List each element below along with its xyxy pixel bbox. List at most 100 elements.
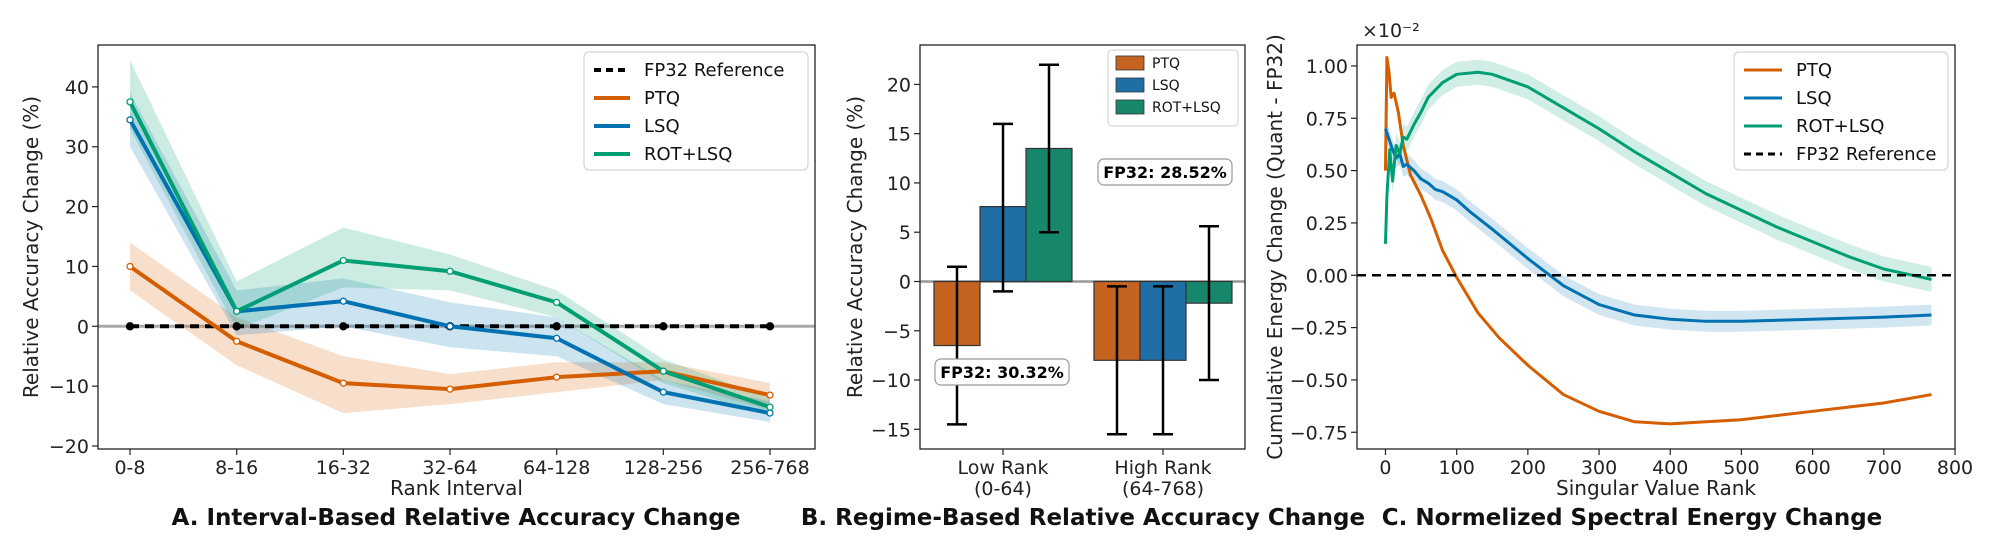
y-tick-label: 40 [65, 77, 89, 99]
y-tick-label: 20 [65, 197, 89, 219]
legend-label-ptq: PTQ [1152, 56, 1180, 72]
point-rot-lsq [446, 267, 454, 275]
y-tick-label: 0.75 [1306, 108, 1348, 130]
y-tick-label: −0.25 [1290, 318, 1348, 340]
y-tick-label: 30 [65, 137, 89, 159]
x-tick-label: 400 [1652, 457, 1688, 479]
point-lsq [659, 388, 667, 396]
panel-b: −15 −10 −5 0 5 10 15 20 Low Rank (0-64) High Rank(… [801, 44, 1365, 531]
y-tick-label: 0 [77, 316, 89, 338]
y-tick-label: 1.00 [1306, 56, 1348, 78]
legend-label-rot-lsq: ROT+LSQ [1796, 116, 1884, 137]
x-tick-label: 600 [1794, 457, 1830, 479]
y-tick-label: 15 [887, 124, 911, 146]
point-rot-lsq [339, 256, 347, 265]
point-ptq [766, 391, 774, 399]
point-ptq [553, 373, 561, 381]
x-tick-label: 500 [1723, 457, 1759, 479]
point-lsq [766, 409, 774, 417]
point-rot-lsq [659, 367, 667, 375]
y-tick-label: −15 [871, 419, 911, 441]
panel-title-c: C. Normelized Spectral Energy Change [1382, 505, 1883, 531]
x-tick-label: 16-32 [316, 457, 371, 479]
y-tick-label: 5 [899, 222, 911, 244]
point-rot-lsq [233, 307, 241, 315]
x-tick-label: 256-768 [730, 457, 809, 479]
y-tick-label: 10 [887, 173, 911, 195]
y-tick-label: −0.50 [1290, 370, 1348, 392]
x-tick-label: 0-8 [114, 457, 145, 479]
point-fp32-reference [125, 322, 135, 331]
legend-c: PTQ LSQ ROT+LSQ FP32 Reference [1733, 51, 1949, 171]
legend-swatch-rot-lsq [1115, 99, 1145, 115]
panel-title-b: B. Regime-Based Relative Accuracy Change [801, 505, 1365, 531]
point-fp32-reference [552, 322, 561, 331]
legend-box [583, 51, 809, 171]
legend-box [1733, 51, 1949, 171]
y-tick-label: 20 [887, 74, 911, 96]
legend-swatch-ptq [1115, 55, 1145, 71]
x-tick-label: 32-64 [422, 457, 477, 479]
y-tick-label: −20 [49, 436, 89, 458]
point-rot-lsq [766, 403, 774, 411]
legend-label-rot-lsq: ROT+LSQ [644, 144, 732, 165]
x-tick-label: 8-16 [215, 457, 258, 479]
legend-label-lsq: LSQ [1796, 88, 1832, 109]
point-lsq [339, 297, 347, 305]
annotation-text: FP32: 30.32% [940, 363, 1064, 382]
band-ptq [130, 242, 770, 414]
legend-b: PTQ LSQ ROT+LSQ [1107, 49, 1239, 127]
point-lsq [553, 334, 561, 342]
x-tick-label: High Rank (64-768) [1114, 457, 1211, 500]
point-lsq [126, 116, 134, 124]
point-fp32-reference [765, 322, 775, 331]
annotation-box [934, 358, 1070, 386]
legend-label-ptq: PTQ [644, 88, 680, 109]
point-ptq [233, 337, 241, 345]
x-tick-label: Low Rank (0-64) [958, 457, 1049, 500]
legend-label-fp32-reference: FP32 Reference [644, 60, 784, 81]
series-line-lsq [1384, 128, 1932, 323]
legend-label-fp32-reference: FP32 Reference [1796, 144, 1936, 165]
y-tick-label: −0.75 [1290, 422, 1348, 444]
y-tick-label: 0.50 [1306, 161, 1348, 183]
x-tick-label: 800 [1937, 457, 1973, 479]
legend-label-lsq: LSQ [1152, 78, 1180, 94]
legend-label-ptq: PTQ [1796, 60, 1832, 81]
y-axis-label: Relative Accuracy Change (%) [843, 96, 867, 398]
x-tick-label: 64-128 [523, 457, 590, 479]
point-ptq [339, 379, 347, 387]
point-rot-lsq [553, 298, 561, 307]
y-tick-label: 0.25 [1306, 213, 1348, 235]
y-axis-label: Relative Accuracy Change (%) [19, 96, 43, 398]
point-ptq [126, 262, 134, 271]
x-tick-label: 128-256 [624, 457, 703, 479]
y-tick-label: −10 [871, 370, 911, 392]
plot-frame-a [97, 44, 816, 450]
axis-scale-label: ×10⁻² [1362, 20, 1420, 42]
point-fp32-reference [659, 322, 668, 331]
band-lsq [1385, 118, 1932, 332]
annotation-box [1097, 158, 1233, 186]
point-lsq [446, 322, 454, 330]
point-fp32-reference [339, 322, 348, 331]
x-axis-label: Rank Interval [390, 476, 523, 500]
x-tick-label: 0 [1379, 457, 1391, 479]
legend-label-lsq: LSQ [644, 116, 680, 137]
y-tick-label: 10 [65, 256, 89, 278]
panel-title-a: A. Interval-Based Relative Accuracy Chan… [172, 505, 741, 531]
y-tick-label: −10 [49, 376, 89, 398]
legend-a: FP32 Reference PTQ LSQ ROT+LSQ [583, 51, 809, 171]
series-line-ptq [1383, 56, 1932, 426]
panel-c: −0.75 −0.50 −0.25 0.00 0.25 0.50 0.75 1.00 0 100 2… [1263, 20, 1973, 531]
plot-frame-b [919, 44, 1246, 450]
band-lsq [130, 92, 770, 423]
x-axis-label: Singular Value Rank [1556, 476, 1756, 500]
y-axis-label: Cumulative Energy Change (Quant - FP32) [1263, 34, 1287, 460]
point-fp32-reference [232, 322, 241, 331]
legend-swatch-lsq [1115, 77, 1145, 93]
x-tick-label: 300 [1581, 457, 1617, 479]
y-tick-label: 0.00 [1306, 265, 1348, 287]
plot-frame-c [1356, 44, 1956, 450]
